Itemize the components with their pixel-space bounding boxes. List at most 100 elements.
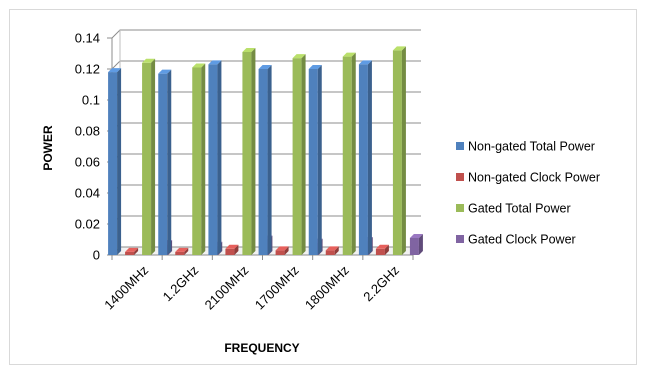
bar-top (342, 52, 356, 57)
x-tick-label: 1700MHz (252, 263, 302, 313)
bar-top (409, 233, 423, 238)
bar-top (142, 58, 156, 63)
bar-side (184, 247, 189, 255)
bar-side (301, 54, 306, 256)
bar-side (251, 47, 256, 256)
bar-front (358, 64, 368, 255)
x-tick-label: 2.2GHz (360, 263, 402, 305)
bar-side (134, 247, 139, 255)
bar-top (208, 60, 222, 65)
y-tick-label: 0.02 (75, 217, 100, 232)
bar-top (225, 244, 239, 249)
bar-front (175, 251, 185, 255)
bar-side (401, 46, 406, 256)
bar-top (292, 54, 306, 59)
bar (375, 244, 389, 255)
bar-front (225, 248, 235, 255)
bar-side (217, 60, 222, 255)
x-tick-label: 1400MHz (101, 263, 151, 313)
bar-top (375, 244, 389, 249)
bar-side (201, 63, 206, 256)
bar-top (325, 246, 339, 251)
legend-swatch (456, 173, 464, 181)
bar-top (242, 47, 256, 52)
bar-front (325, 250, 335, 255)
legend-label: Gated Total Power (468, 202, 571, 216)
bar (292, 54, 306, 256)
bar-side (167, 69, 172, 256)
bar (192, 63, 206, 256)
y-tick-label: 0.06 (75, 155, 100, 170)
bar (225, 244, 239, 255)
x-axis-title: FREQUENCY (224, 341, 299, 355)
bar (175, 247, 189, 255)
bar-top (192, 63, 206, 68)
legend-item: Non-gated Clock Power (456, 171, 600, 185)
bar (108, 68, 122, 255)
legend-item: Gated Clock Power (456, 233, 576, 247)
bar-top (275, 246, 289, 251)
bar (275, 246, 289, 255)
bar (258, 65, 272, 255)
y-tick-label: 0.04 (75, 186, 100, 201)
x-tick-label: 1800MHz (302, 263, 352, 313)
bar-top (258, 65, 272, 69)
bar (308, 65, 322, 255)
bar-front (375, 248, 385, 255)
y-tick-label: 0.14 (75, 31, 100, 46)
bar-top (175, 247, 189, 252)
bar-front (258, 69, 268, 255)
bar-front (392, 50, 402, 256)
bar-front (142, 62, 152, 255)
bar (392, 46, 406, 256)
bar-side (351, 52, 356, 255)
bar-front (242, 51, 252, 256)
legend-label: Non-gated Total Power (468, 140, 595, 154)
legend-label: Gated Clock Power (468, 233, 576, 247)
legend-item: Non-gated Total Power (456, 140, 595, 154)
bar-front (275, 250, 285, 255)
bar (208, 60, 222, 255)
bar-front (342, 56, 352, 255)
bar-top (308, 65, 322, 69)
legend-label: Non-gated Clock Power (468, 171, 600, 185)
bar-side (234, 244, 239, 255)
bars (108, 46, 423, 256)
legend: Non-gated Total Power Non-gated Clock Pow… (456, 140, 600, 247)
y-tick-label: 0.12 (75, 62, 100, 77)
bar-front (125, 251, 135, 255)
bar-side (334, 246, 339, 255)
x-tick-label: 2100MHz (202, 263, 252, 313)
bar-top (108, 68, 122, 73)
x-tick-label: 1.2GHz (160, 263, 202, 305)
bar-side (151, 58, 156, 255)
legend-swatch (456, 204, 464, 212)
bar-side (317, 65, 322, 255)
y-tick-label: 0 (93, 248, 100, 263)
legend-swatch (456, 142, 464, 150)
bar-top (158, 69, 172, 74)
bar (125, 247, 139, 255)
bar (242, 47, 256, 256)
legend-swatch (456, 235, 464, 243)
bar (158, 69, 172, 256)
bar-front (409, 237, 419, 255)
legend-item: Gated Total Power (456, 202, 571, 216)
bar (342, 52, 356, 255)
bar (409, 233, 423, 255)
bar-side (284, 246, 289, 255)
bar-front (292, 58, 302, 256)
y-tick-label: 0.08 (75, 124, 100, 139)
bar-front (108, 72, 118, 255)
y-axis-title: POWER (41, 125, 55, 171)
bar-front (192, 67, 202, 255)
y-tick-label: 0.1 (82, 93, 100, 108)
bar-top (358, 60, 372, 65)
bar-side (384, 244, 389, 255)
bar-side (117, 68, 122, 255)
bar-top (125, 247, 139, 252)
bar-front (308, 69, 318, 255)
bar-front (158, 73, 168, 256)
bar-top (392, 46, 406, 51)
